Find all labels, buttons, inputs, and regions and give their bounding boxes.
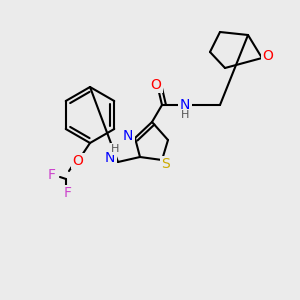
Text: H: H xyxy=(111,144,119,154)
Text: N: N xyxy=(123,129,133,143)
Text: N: N xyxy=(180,98,190,112)
Text: N: N xyxy=(105,151,115,165)
Text: F: F xyxy=(48,168,56,182)
Text: O: O xyxy=(262,49,273,63)
Text: S: S xyxy=(162,157,170,171)
Text: O: O xyxy=(151,78,161,92)
Text: F: F xyxy=(64,186,72,200)
Text: H: H xyxy=(181,110,189,120)
Text: O: O xyxy=(73,154,83,168)
